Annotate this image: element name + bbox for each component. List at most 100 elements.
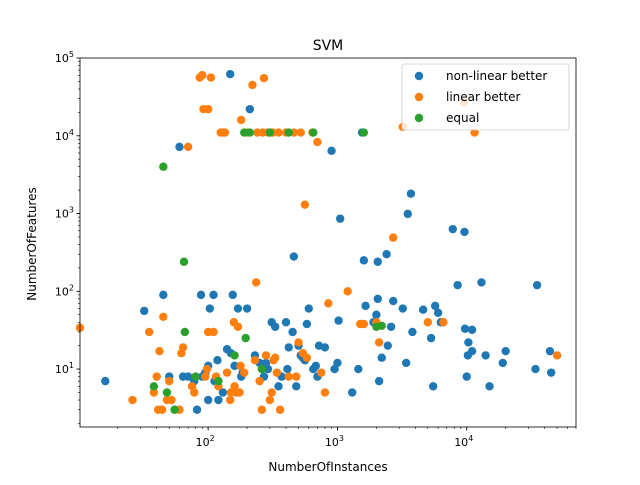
data-point-0-21 bbox=[225, 69, 235, 79]
data-point-0-61 bbox=[347, 388, 357, 397]
data-point-0-69 bbox=[373, 294, 382, 304]
data-point-1-87 bbox=[552, 351, 562, 360]
data-point-1-67 bbox=[296, 128, 305, 137]
data-point-0-96 bbox=[477, 278, 486, 287]
x-tick-label: 103 bbox=[325, 434, 344, 449]
data-point-0-17 bbox=[213, 356, 222, 365]
data-point-0-82 bbox=[426, 333, 436, 343]
data-point-0-18 bbox=[214, 395, 223, 405]
data-point-1-49 bbox=[257, 405, 267, 414]
data-point-0-2 bbox=[159, 290, 168, 300]
data-point-0-100 bbox=[501, 346, 510, 356]
data-point-1-17 bbox=[190, 388, 199, 397]
data-point-0-6 bbox=[183, 372, 193, 381]
data-point-1-33 bbox=[225, 395, 235, 405]
data-point-1-80 bbox=[374, 338, 384, 347]
data-point-0-70 bbox=[374, 376, 384, 386]
data-point-1-44 bbox=[248, 80, 257, 90]
data-point-1-72 bbox=[313, 137, 322, 147]
data-point-0-43 bbox=[289, 252, 299, 261]
data-point-1-22 bbox=[202, 364, 212, 374]
data-point-0-52 bbox=[311, 361, 320, 371]
data-point-0-104 bbox=[546, 368, 556, 377]
data-point-1-81 bbox=[389, 233, 398, 242]
data-point-1-14 bbox=[178, 343, 188, 352]
y-tick-base: 10 bbox=[55, 52, 69, 65]
data-point-0-84 bbox=[430, 301, 440, 311]
data-point-0-90 bbox=[460, 324, 470, 333]
y-tick-base: 10 bbox=[55, 130, 69, 143]
data-point-0-68 bbox=[373, 257, 382, 266]
data-point-1-84 bbox=[439, 318, 448, 327]
data-point-0-50 bbox=[304, 304, 313, 313]
legend-label-0: non-linear better bbox=[446, 69, 547, 83]
data-point-0-101 bbox=[531, 364, 540, 374]
data-point-2-15 bbox=[309, 128, 318, 137]
data-point-2-11 bbox=[245, 128, 255, 137]
data-point-2-7 bbox=[214, 376, 223, 386]
y-tick-label: 103 bbox=[55, 206, 74, 221]
data-point-0-95 bbox=[467, 325, 477, 334]
data-point-0-23 bbox=[228, 290, 237, 300]
data-point-1-7 bbox=[157, 405, 167, 414]
data-point-2-12 bbox=[257, 364, 267, 374]
data-point-0-56 bbox=[327, 146, 336, 156]
data-point-2-2 bbox=[162, 388, 172, 397]
chart-title: SVM bbox=[313, 38, 344, 54]
x-tick-exp: 2 bbox=[210, 434, 215, 443]
data-point-0-29 bbox=[245, 104, 255, 114]
data-point-0-87 bbox=[448, 224, 457, 234]
data-point-1-69 bbox=[300, 200, 310, 209]
data-point-0-37 bbox=[274, 382, 283, 391]
data-point-0-85 bbox=[433, 308, 443, 317]
y-tick-label: 104 bbox=[55, 128, 74, 143]
data-point-0-79 bbox=[406, 189, 416, 198]
data-point-1-78 bbox=[359, 319, 369, 329]
y-tick-exp: 2 bbox=[69, 283, 74, 292]
data-point-1-61 bbox=[275, 405, 285, 414]
data-point-1-10 bbox=[165, 376, 174, 386]
data-point-0-19 bbox=[218, 388, 228, 397]
y-tick-base: 10 bbox=[55, 285, 69, 298]
data-point-0-67 bbox=[372, 310, 381, 319]
legend-marker-1 bbox=[414, 92, 424, 102]
data-point-1-41 bbox=[236, 115, 246, 125]
legend-marker-0 bbox=[414, 71, 424, 81]
x-tick-base: 10 bbox=[454, 436, 468, 449]
data-point-2-4 bbox=[179, 257, 189, 266]
data-point-1-66 bbox=[294, 338, 303, 347]
data-point-1-31 bbox=[220, 128, 230, 137]
data-point-0-1 bbox=[140, 306, 149, 316]
data-point-1-19 bbox=[198, 71, 207, 80]
data-point-0-55 bbox=[320, 343, 330, 352]
data-point-1-40 bbox=[236, 361, 245, 371]
data-point-1-26 bbox=[209, 327, 218, 337]
x-tick-base: 10 bbox=[325, 436, 339, 449]
data-point-1-42 bbox=[240, 368, 249, 377]
data-point-0-99 bbox=[498, 358, 507, 368]
data-point-1-23 bbox=[203, 104, 213, 114]
data-point-1-46 bbox=[251, 278, 261, 287]
data-point-0-73 bbox=[383, 341, 392, 350]
data-point-2-8 bbox=[230, 351, 239, 360]
data-point-0-4 bbox=[175, 142, 184, 152]
y-tick-exp: 1 bbox=[69, 361, 74, 370]
data-point-0-89 bbox=[460, 227, 469, 237]
data-point-0-24 bbox=[230, 361, 239, 371]
legend-marker-2 bbox=[414, 113, 424, 123]
data-point-1-15 bbox=[183, 142, 193, 152]
x-tick-label: 104 bbox=[454, 434, 473, 449]
data-point-1-48 bbox=[255, 376, 264, 386]
data-point-0-94 bbox=[467, 346, 477, 356]
data-point-0-9 bbox=[196, 290, 206, 300]
data-point-0-49 bbox=[302, 319, 312, 329]
data-point-0-76 bbox=[398, 304, 407, 313]
data-point-0-65 bbox=[361, 301, 370, 311]
data-point-1-38 bbox=[233, 322, 243, 331]
data-point-1-2 bbox=[145, 327, 154, 337]
legend-label-1: linear better bbox=[446, 90, 521, 104]
data-point-1-8 bbox=[159, 312, 168, 322]
data-point-0-0 bbox=[101, 376, 110, 386]
data-point-1-60 bbox=[274, 128, 283, 137]
